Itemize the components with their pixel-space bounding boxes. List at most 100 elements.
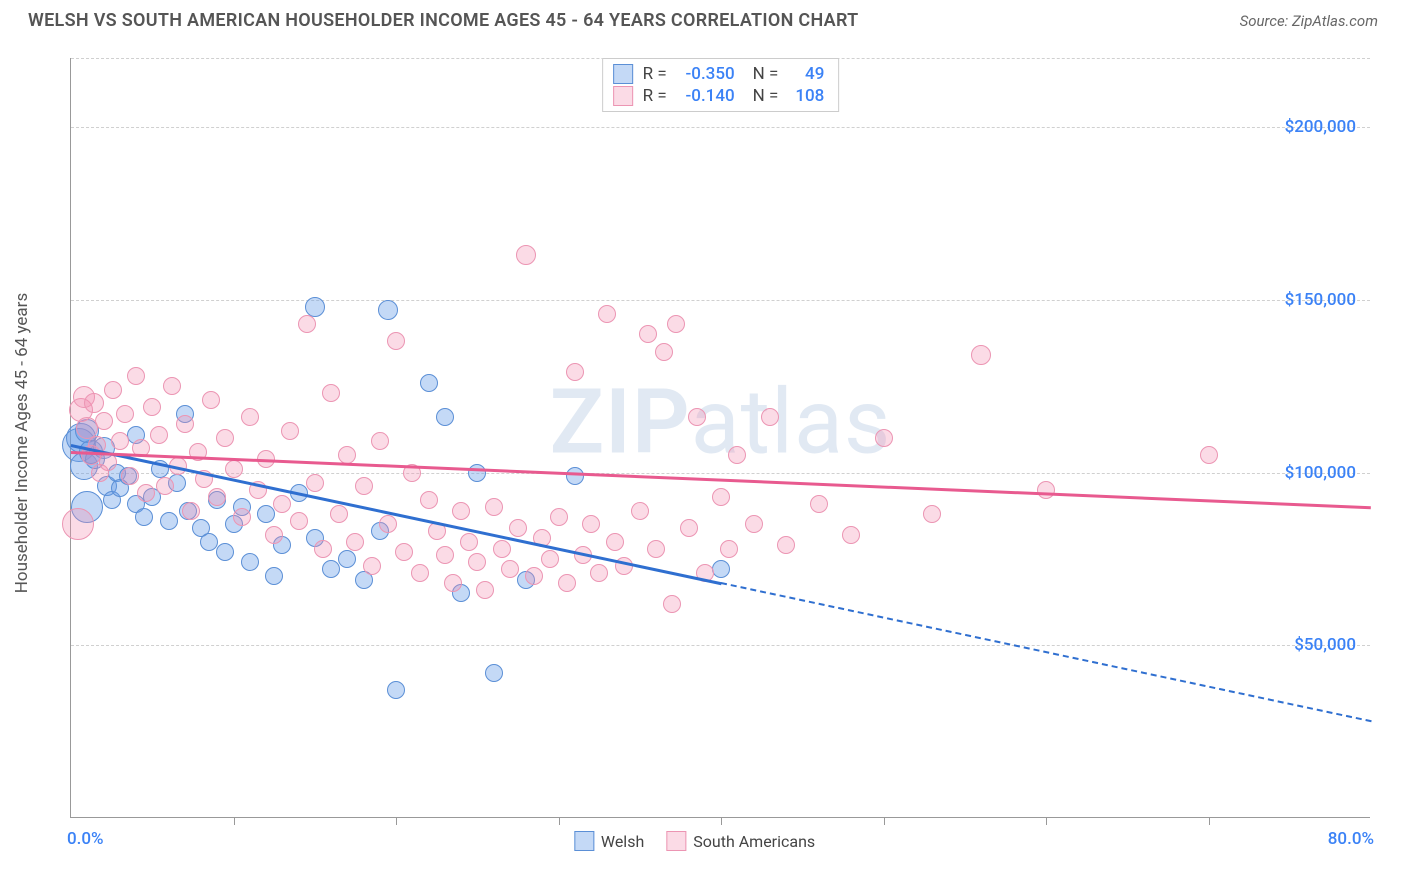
data-point <box>712 560 730 578</box>
data-point <box>160 512 178 530</box>
data-point <box>62 508 94 540</box>
stats-row: R =-0.350 N =49 <box>613 63 825 85</box>
data-point <box>468 553 486 571</box>
data-point <box>810 495 828 513</box>
data-point <box>330 505 348 523</box>
data-point <box>371 432 389 450</box>
stats-row: R =-0.140 N =108 <box>613 85 825 107</box>
data-point <box>444 574 462 592</box>
data-point <box>436 546 454 564</box>
data-point <box>728 446 746 464</box>
data-point <box>712 488 730 506</box>
data-point <box>598 305 616 323</box>
n-value: 49 <box>788 64 824 84</box>
data-point <box>298 315 316 333</box>
legend-item: South Americans <box>666 831 815 851</box>
data-point <box>631 502 649 520</box>
legend-item: Welsh <box>574 831 644 851</box>
data-point <box>265 526 283 544</box>
legend: Welsh South Americans <box>574 831 815 851</box>
data-point <box>663 595 681 613</box>
data-point <box>202 391 220 409</box>
gridline <box>71 645 1370 646</box>
data-point <box>116 405 134 423</box>
data-point <box>290 512 308 530</box>
data-point <box>137 484 155 502</box>
data-point <box>688 408 706 426</box>
data-point <box>241 553 259 571</box>
plot-area: ZIPatlas $50,000$100,000$150,000$200,000… <box>70 58 1370 818</box>
data-point <box>875 429 893 447</box>
n-value: 108 <box>788 86 824 106</box>
data-point <box>163 377 181 395</box>
y-axis-label: Householder Income Ages 45 - 64 years <box>12 293 32 593</box>
data-point <box>176 415 194 433</box>
legend-swatch <box>574 831 594 851</box>
data-point <box>590 564 608 582</box>
legend-swatch <box>613 86 633 106</box>
data-point <box>923 505 941 523</box>
data-point <box>378 300 398 320</box>
x-tick <box>559 817 560 825</box>
trend-line <box>721 582 1371 722</box>
data-point <box>322 560 340 578</box>
data-point <box>420 374 438 392</box>
data-point <box>468 464 486 482</box>
y-tick-label: $50,000 <box>1294 635 1356 655</box>
data-point <box>566 467 584 485</box>
x-tick <box>1209 817 1210 825</box>
r-value: -0.350 <box>677 64 735 84</box>
data-point <box>493 540 511 558</box>
data-point <box>541 550 559 568</box>
data-point <box>516 245 536 265</box>
x-tick <box>234 817 235 825</box>
data-point <box>225 460 243 478</box>
data-point <box>257 505 275 523</box>
data-point <box>241 408 259 426</box>
data-point <box>606 533 624 551</box>
data-point <box>314 540 332 558</box>
data-point <box>273 495 291 513</box>
data-point <box>436 408 454 426</box>
data-point <box>647 540 665 558</box>
data-point <box>305 297 325 317</box>
x-tick <box>884 817 885 825</box>
data-point <box>182 502 200 520</box>
data-point <box>509 519 527 537</box>
data-point <box>121 467 139 485</box>
data-point <box>111 432 129 450</box>
data-point <box>485 498 503 516</box>
y-tick-label: $100,000 <box>1285 463 1356 483</box>
data-point <box>233 508 251 526</box>
data-point <box>452 502 470 520</box>
data-point <box>127 367 145 385</box>
x-max-label: 80.0% <box>1328 829 1374 849</box>
watermark: ZIPatlas <box>550 370 892 475</box>
data-point <box>104 381 122 399</box>
x-tick <box>721 817 722 825</box>
x-min-label: 0.0% <box>67 829 104 849</box>
data-point <box>639 325 657 343</box>
data-point <box>281 422 299 440</box>
data-point <box>761 408 779 426</box>
data-point <box>363 557 381 575</box>
data-point <box>338 550 356 568</box>
data-point <box>550 508 568 526</box>
data-point <box>346 533 364 551</box>
data-point <box>655 343 673 361</box>
legend-label: South Americans <box>693 832 815 851</box>
data-point <box>501 560 519 578</box>
data-point <box>387 681 405 699</box>
legend-label: Welsh <box>601 832 644 851</box>
data-point <box>971 345 991 365</box>
data-point <box>485 664 503 682</box>
gridline <box>71 300 1370 301</box>
data-point <box>525 567 543 585</box>
data-point <box>156 477 174 495</box>
data-point <box>135 508 153 526</box>
chart-title: WELSH VS SOUTH AMERICAN HOUSEHOLDER INCO… <box>28 10 859 31</box>
data-point <box>216 543 234 561</box>
data-point <box>306 474 324 492</box>
data-point <box>667 315 685 333</box>
gridline <box>71 473 1370 474</box>
